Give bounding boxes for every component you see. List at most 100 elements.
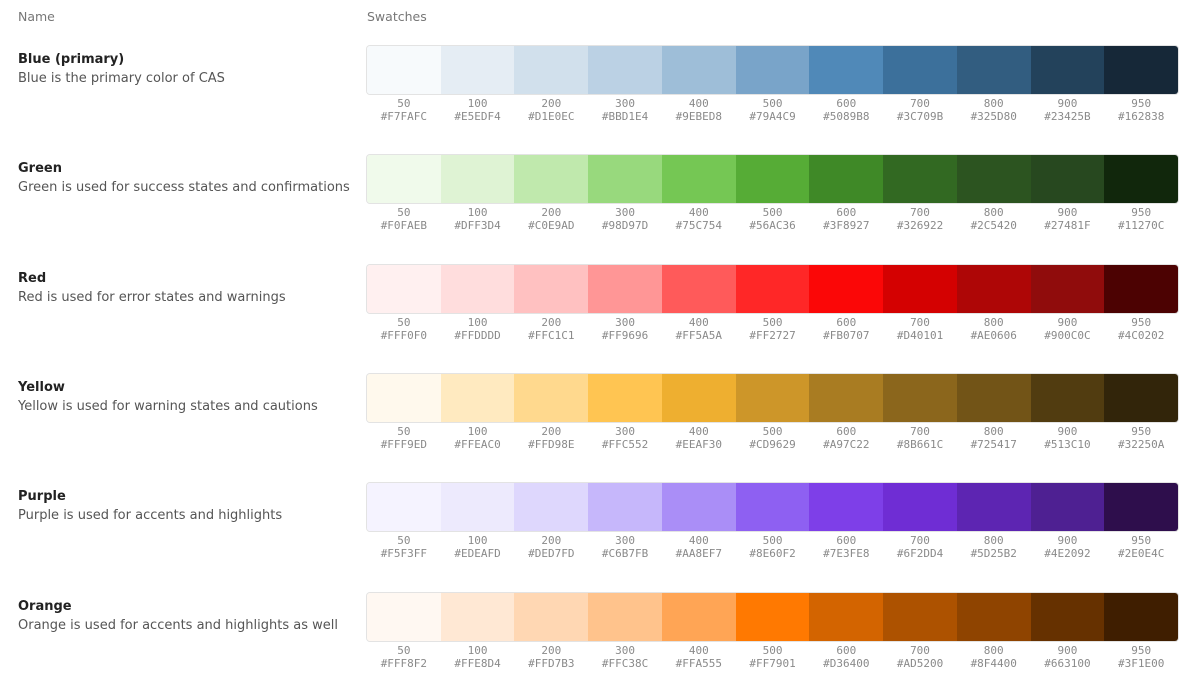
color-swatch[interactable] xyxy=(661,483,736,532)
color-swatch[interactable] xyxy=(367,373,441,422)
color-swatch[interactable] xyxy=(883,373,957,422)
color-swatch[interactable] xyxy=(367,592,441,641)
color-swatch[interactable] xyxy=(883,46,957,94)
color-swatch[interactable] xyxy=(1030,264,1105,313)
swatch-label: 900 #23425B xyxy=(1031,97,1105,123)
hex-code: #27481F xyxy=(1044,219,1091,233)
shade-number: 700 xyxy=(910,424,930,438)
hex-code: #7E3FE8 xyxy=(823,547,870,561)
color-swatch[interactable] xyxy=(367,483,441,532)
shade-number: 900 xyxy=(1057,97,1078,110)
color-swatch[interactable] xyxy=(588,483,662,532)
color-swatch[interactable] xyxy=(661,373,736,422)
color-swatch[interactable] xyxy=(440,264,515,313)
color-swatch[interactable] xyxy=(1104,483,1178,532)
swatch-label: 950 #3F1E00 xyxy=(1104,644,1178,670)
swatch-label: 50 #F5F3FF xyxy=(367,534,441,560)
hex-code: #FF9696 xyxy=(601,328,649,342)
color-swatch[interactable] xyxy=(1030,373,1105,422)
color-swatch[interactable] xyxy=(514,155,589,204)
swatch-bar xyxy=(367,264,1178,313)
color-swatch[interactable] xyxy=(661,46,736,94)
swatch-label: 500 #56AC36 xyxy=(736,206,810,232)
color-swatch[interactable] xyxy=(1104,373,1178,422)
color-swatch[interactable] xyxy=(1104,46,1178,94)
color-swatch[interactable] xyxy=(1030,483,1105,532)
color-swatch[interactable] xyxy=(514,373,589,422)
hex-code: #75C754 xyxy=(675,219,722,233)
color-swatch[interactable] xyxy=(1104,592,1178,641)
color-swatch[interactable] xyxy=(1030,155,1105,204)
color-swatch[interactable] xyxy=(367,155,441,204)
color-swatch[interactable] xyxy=(883,592,957,641)
color-swatch[interactable] xyxy=(514,264,589,313)
color-swatch[interactable] xyxy=(514,592,589,641)
group-description: Orange is used for accents and highlight… xyxy=(18,617,338,633)
color-swatch[interactable] xyxy=(1104,155,1178,204)
shade-number: 900 xyxy=(1057,424,1078,438)
color-swatch[interactable] xyxy=(588,46,662,94)
hex-code: #FFEAC0 xyxy=(454,437,501,451)
color-swatch[interactable] xyxy=(809,483,884,532)
hex-code: #FFD98E xyxy=(528,437,575,451)
color-swatch[interactable] xyxy=(735,46,810,94)
swatch-bar xyxy=(367,592,1178,641)
color-swatch[interactable] xyxy=(588,155,662,204)
shade-number: 900 xyxy=(1057,206,1078,220)
color-swatch[interactable] xyxy=(956,155,1031,204)
color-swatch[interactable] xyxy=(514,483,589,532)
color-swatch[interactable] xyxy=(735,264,810,313)
color-swatch[interactable] xyxy=(809,373,884,422)
color-swatch[interactable] xyxy=(367,46,441,94)
color-swatch[interactable] xyxy=(809,46,884,94)
color-swatch[interactable] xyxy=(440,373,515,422)
color-swatch[interactable] xyxy=(588,592,662,641)
hex-code: #23425B xyxy=(1044,110,1091,123)
swatch-label: 700 #D40101 xyxy=(883,316,957,342)
color-swatch[interactable] xyxy=(440,592,515,641)
shade-number: 100 xyxy=(467,643,488,657)
swatch-label: 200 #C0E9AD xyxy=(514,206,588,232)
color-swatch[interactable] xyxy=(367,264,441,313)
color-swatch[interactable] xyxy=(1104,264,1178,313)
swatch-label: 100 #E5EDF4 xyxy=(441,97,515,123)
hex-code: #CD9629 xyxy=(749,437,796,451)
color-swatch[interactable] xyxy=(956,264,1031,313)
color-swatch[interactable] xyxy=(956,592,1031,641)
color-swatch[interactable] xyxy=(588,264,662,313)
group-description: Yellow is used for warning states and ca… xyxy=(18,398,318,414)
color-swatch[interactable] xyxy=(1030,592,1105,641)
swatch-label: 100 #DFF3D4 xyxy=(441,206,515,232)
shade-number: 300 xyxy=(615,315,635,329)
swatch-label: 900 #513C10 xyxy=(1031,425,1105,451)
color-swatch[interactable] xyxy=(588,373,662,422)
color-swatch[interactable] xyxy=(809,155,884,204)
column-header-swatches: Swatches xyxy=(367,9,427,24)
color-swatch[interactable] xyxy=(735,155,810,204)
swatch-label: 400 #EEAF30 xyxy=(662,425,736,451)
color-swatch[interactable] xyxy=(661,155,736,204)
color-swatch[interactable] xyxy=(440,483,515,532)
color-swatch[interactable] xyxy=(735,373,810,422)
color-swatch[interactable] xyxy=(809,592,884,641)
color-swatch[interactable] xyxy=(661,264,736,313)
swatch-label: 600 #7E3FE8 xyxy=(809,534,883,560)
shade-number: 950 xyxy=(1131,643,1152,657)
color-swatch[interactable] xyxy=(661,592,736,641)
color-swatch[interactable] xyxy=(883,264,957,313)
color-swatch[interactable] xyxy=(440,155,515,204)
color-swatch[interactable] xyxy=(883,155,957,204)
color-swatch[interactable] xyxy=(440,46,515,94)
color-swatch[interactable] xyxy=(735,483,810,532)
color-swatch[interactable] xyxy=(956,46,1031,94)
color-swatch[interactable] xyxy=(809,264,884,313)
swatch-label: 50 #FFF8F2 xyxy=(367,644,441,670)
color-swatch[interactable] xyxy=(514,46,589,94)
color-swatch[interactable] xyxy=(735,592,810,641)
color-swatch[interactable] xyxy=(956,483,1031,532)
shade-number: 300 xyxy=(615,534,635,548)
color-swatch[interactable] xyxy=(883,483,957,532)
color-swatch[interactable] xyxy=(1030,46,1105,94)
color-swatch[interactable] xyxy=(956,373,1031,422)
hex-code: #513C10 xyxy=(1044,437,1091,451)
